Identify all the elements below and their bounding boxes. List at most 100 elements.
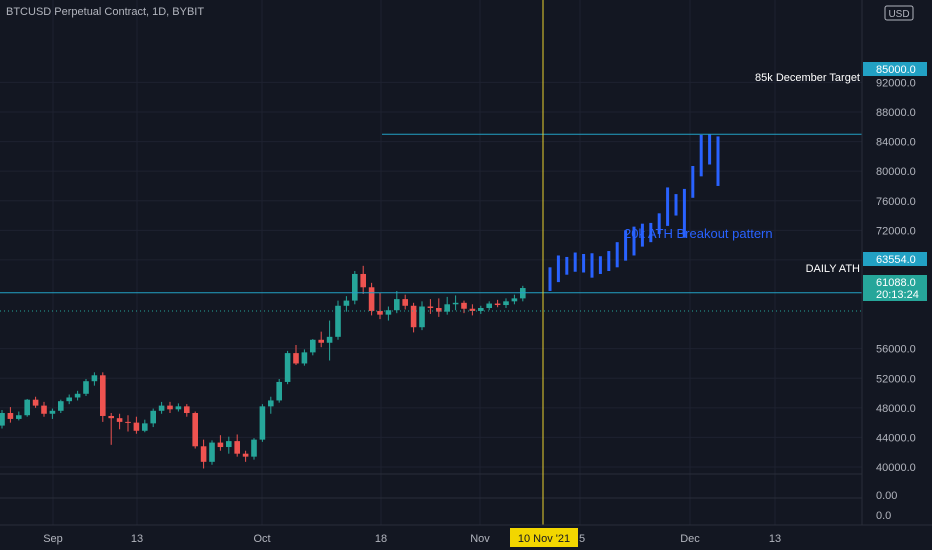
candle-body <box>494 303 501 306</box>
projection-bar <box>674 194 678 216</box>
price-tick-label: 72000.0 <box>876 225 916 237</box>
candle <box>41 401 47 417</box>
projection-bar <box>682 188 686 238</box>
candle <box>100 372 106 422</box>
candle <box>200 439 207 469</box>
price-scale[interactable]: 92000.0 88000.0 84000.0 80000.0 76000.0 72000… <box>861 0 932 525</box>
price-tick-label: 76000.0 <box>876 196 916 208</box>
price-tick-label: 48000.0 <box>876 403 916 415</box>
candle <box>175 403 182 412</box>
projection-bar <box>607 251 611 272</box>
candle-body <box>209 442 215 462</box>
candle <box>142 419 148 433</box>
projection-bar <box>666 187 670 226</box>
candle <box>352 271 358 305</box>
candle <box>301 349 308 366</box>
projection-bar <box>615 242 619 268</box>
pane-separators <box>0 473 862 499</box>
candle-body <box>32 399 39 406</box>
candle-body <box>352 273 358 301</box>
candle <box>436 298 442 317</box>
candle <box>184 404 190 417</box>
candle-body <box>192 413 198 447</box>
projection-bar <box>624 230 628 261</box>
time-tick-label: 5 <box>579 533 585 545</box>
candle-body <box>158 405 165 411</box>
price-tick-label: 56000.0 <box>876 344 916 356</box>
candle <box>427 299 434 314</box>
candle <box>343 296 350 312</box>
bar-countdown-label: 20:13:24 <box>876 289 919 301</box>
candle-body <box>116 418 123 422</box>
candle <box>293 344 299 365</box>
chart-title: BTCUSD Perpetual Contract, 1D, BYBIT <box>6 6 204 18</box>
ath-annotation[interactable]: DAILY ATH <box>806 263 860 275</box>
candle-body <box>276 381 282 401</box>
candle-body <box>410 305 417 328</box>
candle-body <box>167 405 173 410</box>
candle <box>24 398 30 417</box>
candle-body <box>293 353 299 364</box>
candle <box>91 372 98 386</box>
candle <box>125 415 131 432</box>
target-annotation[interactable]: 85k December Target <box>755 72 860 84</box>
projection-bar <box>582 254 586 273</box>
candle <box>326 320 333 361</box>
candle-body <box>436 307 442 312</box>
candle-body <box>368 287 375 311</box>
candle-body <box>444 304 450 312</box>
candle-body <box>41 405 47 414</box>
candle-body <box>66 397 72 402</box>
candle <box>150 408 156 428</box>
candle-body <box>108 415 114 419</box>
candle-body <box>310 339 316 353</box>
candle-body <box>268 400 274 407</box>
candle <box>284 350 291 385</box>
candle-body <box>478 307 484 311</box>
projection-bar <box>657 213 661 235</box>
candle <box>410 302 417 333</box>
candle <box>16 411 22 421</box>
candle-body <box>242 453 249 457</box>
candle-body <box>469 308 476 311</box>
price-tick-label: 80000.0 <box>876 166 916 178</box>
candlestick-series <box>0 265 526 469</box>
time-tick-label: 13 <box>131 533 143 545</box>
candle-body <box>91 375 98 382</box>
candle <box>242 450 249 462</box>
projection-bar <box>699 134 703 177</box>
candle-body <box>335 305 341 337</box>
candle <box>108 413 114 445</box>
candle <box>511 294 518 305</box>
time-tick-label: 13 <box>769 533 781 545</box>
candle-body <box>343 300 350 306</box>
candle-body <box>377 310 383 315</box>
projection-bar <box>716 136 720 186</box>
breakout-annotation[interactable]: 20k ATH Breakout pattern <box>624 226 773 241</box>
projection-bar <box>565 256 569 275</box>
candle-body <box>49 410 56 414</box>
currency-badge[interactable] <box>884 5 914 21</box>
candle-body <box>284 353 291 382</box>
candle-body <box>511 298 518 302</box>
candle-body <box>259 406 266 440</box>
candle <box>402 294 408 310</box>
candle <box>58 399 64 414</box>
ath-price-label: 63554.0 <box>876 254 916 266</box>
candle <box>49 408 56 419</box>
candle <box>251 438 257 460</box>
candle <box>83 378 89 396</box>
candle <box>66 394 72 405</box>
candle <box>494 299 501 308</box>
projection-bar <box>640 223 644 247</box>
candle <box>360 265 366 294</box>
time-axis[interactable]: Sep 13 Oct 18 Nov 5 Dec 13 10 Nov '21 <box>0 524 932 547</box>
candle <box>268 396 274 414</box>
candle-body <box>7 413 14 419</box>
target-price-label: 85000.0 <box>876 64 916 76</box>
crosshair-date-badge <box>510 528 578 547</box>
time-tick-label: 18 <box>375 533 387 545</box>
candle <box>310 339 316 356</box>
